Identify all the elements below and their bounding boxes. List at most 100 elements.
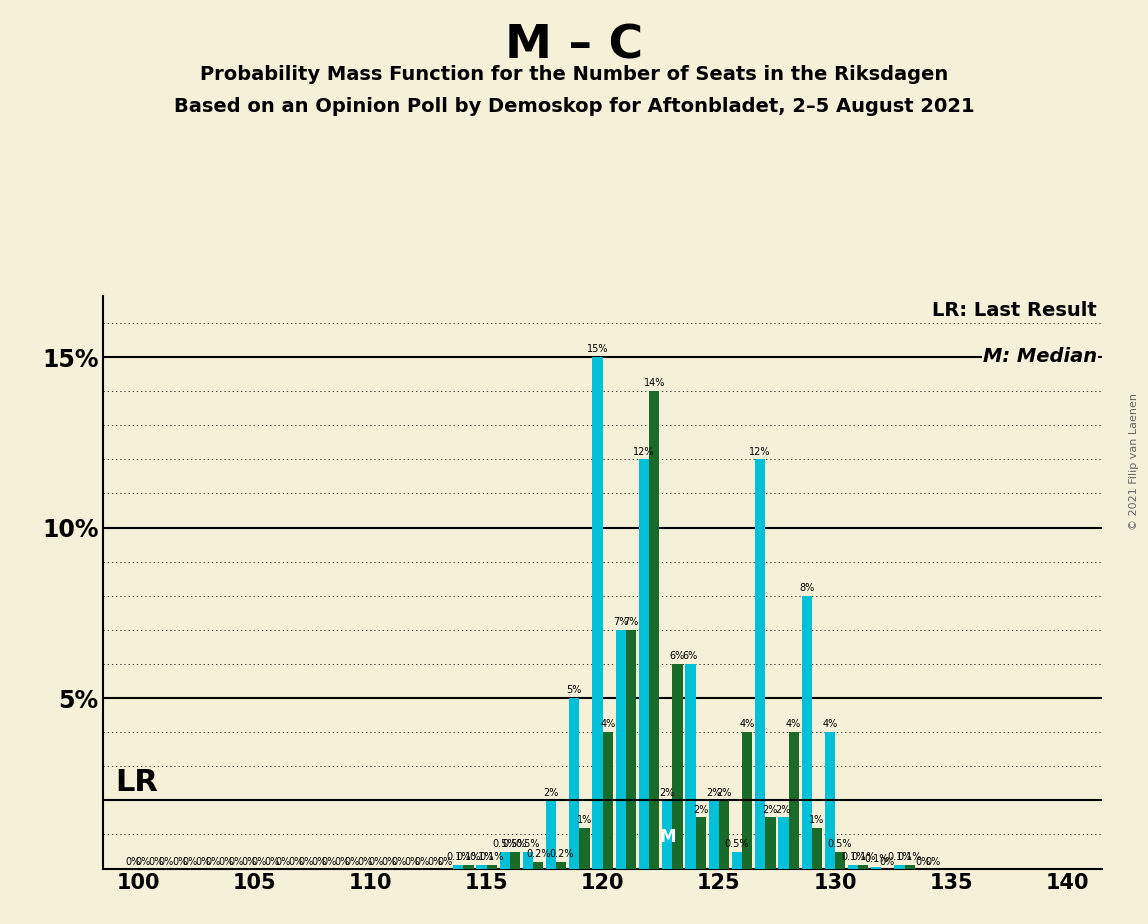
- Text: 0.5%: 0.5%: [724, 839, 750, 849]
- Text: 0%: 0%: [241, 857, 257, 867]
- Text: 0%: 0%: [183, 857, 197, 867]
- Text: 0.1%: 0.1%: [864, 854, 889, 864]
- Text: 0%: 0%: [427, 857, 443, 867]
- Text: 1%: 1%: [809, 815, 824, 825]
- Bar: [569, 698, 580, 869]
- Text: 0%: 0%: [172, 857, 187, 867]
- Bar: [755, 459, 766, 869]
- Bar: [546, 800, 557, 869]
- Text: 14%: 14%: [644, 379, 665, 388]
- Bar: [639, 459, 649, 869]
- Bar: [499, 852, 510, 869]
- Bar: [615, 630, 626, 869]
- Bar: [649, 391, 659, 869]
- Bar: [824, 732, 835, 869]
- Bar: [812, 828, 822, 869]
- Text: 4%: 4%: [786, 720, 801, 729]
- Text: 0%: 0%: [265, 857, 280, 867]
- Text: 0%: 0%: [135, 857, 150, 867]
- Text: 7%: 7%: [623, 617, 638, 627]
- Text: Probability Mass Function for the Number of Seats in the Riksdagen: Probability Mass Function for the Number…: [200, 65, 948, 84]
- Text: 0%: 0%: [251, 857, 267, 867]
- Text: 0%: 0%: [288, 857, 303, 867]
- Text: 2%: 2%: [543, 787, 559, 797]
- Text: 4%: 4%: [600, 720, 615, 729]
- Text: 0%: 0%: [228, 857, 243, 867]
- Text: 0%: 0%: [298, 857, 313, 867]
- Bar: [580, 828, 590, 869]
- Bar: [510, 852, 520, 869]
- Text: 5%: 5%: [567, 686, 582, 696]
- Text: 0.1%: 0.1%: [887, 853, 912, 862]
- Bar: [487, 865, 497, 869]
- Bar: [742, 732, 752, 869]
- Bar: [685, 664, 696, 869]
- Text: 4%: 4%: [822, 720, 838, 729]
- Text: 0%: 0%: [125, 857, 141, 867]
- Text: 0%: 0%: [321, 857, 336, 867]
- Text: 0.1%: 0.1%: [840, 853, 866, 862]
- Text: 0.1%: 0.1%: [480, 853, 504, 862]
- Text: 0%: 0%: [358, 857, 373, 867]
- Text: 0.2%: 0.2%: [526, 849, 550, 859]
- Text: 12%: 12%: [634, 446, 654, 456]
- Text: 2%: 2%: [706, 787, 721, 797]
- Text: 0.5%: 0.5%: [492, 839, 517, 849]
- Bar: [778, 818, 789, 869]
- Bar: [801, 596, 812, 869]
- Text: 8%: 8%: [799, 583, 814, 593]
- Text: 0.1%: 0.1%: [456, 853, 481, 862]
- Bar: [708, 800, 719, 869]
- Bar: [766, 818, 776, 869]
- Text: 0.5%: 0.5%: [515, 839, 541, 849]
- Text: LR: LR: [115, 768, 157, 796]
- Bar: [905, 865, 915, 869]
- Bar: [835, 852, 845, 869]
- Text: 2%: 2%: [693, 805, 708, 815]
- Text: M: M: [659, 828, 675, 845]
- Bar: [603, 732, 613, 869]
- Bar: [719, 800, 729, 869]
- Text: 7%: 7%: [613, 617, 628, 627]
- Bar: [662, 800, 673, 869]
- Text: M: Median: M: Median: [983, 347, 1097, 366]
- Text: 4%: 4%: [739, 720, 754, 729]
- Text: 0.1%: 0.1%: [898, 853, 922, 862]
- Bar: [464, 865, 474, 869]
- Text: 0%: 0%: [148, 857, 164, 867]
- Text: 12%: 12%: [750, 446, 771, 456]
- Text: 0%: 0%: [311, 857, 326, 867]
- Text: 0%: 0%: [218, 857, 233, 867]
- Text: 2%: 2%: [716, 787, 731, 797]
- Text: 0%: 0%: [925, 857, 940, 867]
- Bar: [848, 865, 859, 869]
- Bar: [557, 862, 566, 869]
- Text: 0%: 0%: [334, 857, 350, 867]
- Text: 0.1%: 0.1%: [447, 853, 471, 862]
- Text: LR: Last Result: LR: Last Result: [932, 301, 1097, 321]
- Text: 0%: 0%: [414, 857, 429, 867]
- Text: 0%: 0%: [879, 857, 894, 867]
- Text: 2%: 2%: [776, 805, 791, 815]
- Text: 15%: 15%: [587, 345, 608, 354]
- Text: 0.2%: 0.2%: [549, 849, 574, 859]
- Bar: [533, 862, 543, 869]
- Bar: [453, 865, 464, 869]
- Text: 0%: 0%: [195, 857, 210, 867]
- Text: 0.1%: 0.1%: [470, 853, 494, 862]
- Bar: [789, 732, 799, 869]
- Text: 0%: 0%: [391, 857, 406, 867]
- Bar: [522, 852, 533, 869]
- Bar: [476, 865, 487, 869]
- Bar: [859, 865, 868, 869]
- Bar: [592, 357, 603, 869]
- Text: 0%: 0%: [158, 857, 174, 867]
- Text: 0%: 0%: [344, 857, 360, 867]
- Text: © 2021 Filip van Laenen: © 2021 Filip van Laenen: [1128, 394, 1139, 530]
- Text: 1%: 1%: [577, 815, 592, 825]
- Text: 0.5%: 0.5%: [828, 839, 852, 849]
- Text: 2%: 2%: [762, 805, 778, 815]
- Text: 0%: 0%: [404, 857, 419, 867]
- Bar: [696, 818, 706, 869]
- Text: 6%: 6%: [670, 651, 685, 662]
